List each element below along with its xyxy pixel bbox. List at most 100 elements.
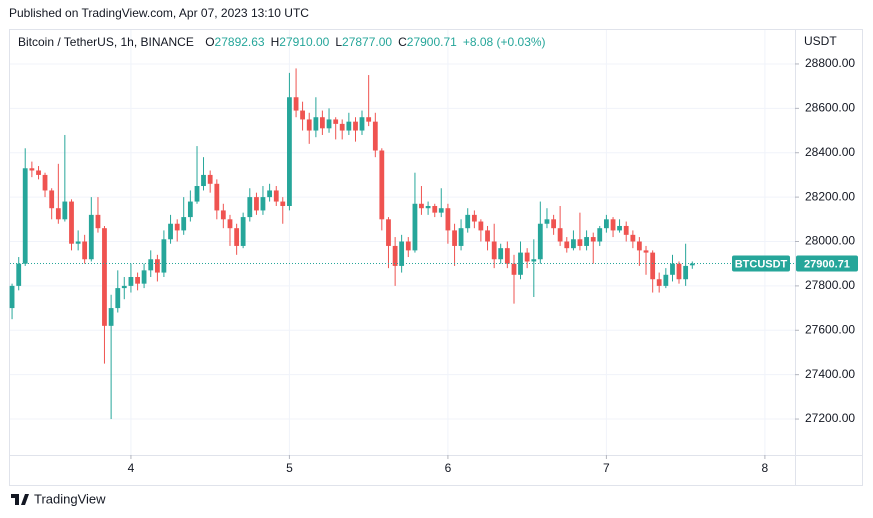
candle-body: [16, 263, 22, 286]
candle-body: [670, 263, 675, 275]
candle-body: [161, 239, 167, 273]
candle-body: [174, 223, 180, 231]
candle-body: [88, 214, 94, 260]
candle-body: [82, 241, 88, 260]
candle-body: [452, 230, 457, 246]
candle-body: [564, 241, 570, 249]
candle-body: [458, 228, 464, 246]
candle-body: [491, 241, 497, 260]
candle-body: [319, 117, 325, 129]
x-tick-label: 5: [286, 461, 293, 475]
candle-body: [590, 237, 596, 242]
candle-body: [128, 277, 134, 286]
candle-body: [141, 270, 147, 284]
y-tick-label: 27600.00: [805, 322, 855, 336]
candle-body: [9, 285, 15, 309]
y-tick-label: 27800.00: [805, 278, 855, 292]
candle-body: [306, 119, 312, 131]
candle-body: [260, 197, 266, 211]
candle-body: [168, 223, 173, 240]
candle-body: [247, 197, 253, 218]
candle-body: [465, 214, 471, 229]
candle-body: [571, 239, 576, 249]
candle-body: [636, 241, 642, 251]
candle-body: [386, 219, 391, 246]
candle-body: [504, 248, 510, 264]
candle-body: [485, 230, 490, 242]
logo-text: TradingView: [34, 491, 106, 506]
candle-body: [194, 186, 200, 202]
candle-body: [372, 121, 378, 151]
symbol-title: Bitcoin / TetherUS, 1h, BINANCE: [18, 35, 194, 49]
candle-body: [121, 285, 127, 289]
candle-body: [603, 219, 609, 229]
candle-body: [471, 214, 477, 222]
candle-body: [425, 205, 431, 209]
candle-body: [498, 248, 504, 260]
candle-body: [623, 225, 629, 235]
candle-body: [663, 274, 669, 286]
candle-body: [577, 239, 583, 246]
candle-body: [135, 277, 140, 284]
candle-body: [544, 219, 550, 224]
candle-body: [610, 219, 616, 231]
candle-body: [511, 263, 517, 275]
candle-body: [333, 119, 339, 124]
candle-body: [22, 168, 28, 264]
ohlc-key: O: [205, 35, 214, 49]
candle-body: [29, 168, 35, 171]
candle-body: [201, 174, 206, 187]
candle-body: [419, 203, 424, 209]
candle-body: [445, 208, 451, 231]
candle-body: [187, 201, 193, 218]
axis-unit: USDT: [804, 34, 837, 48]
candle-body: [597, 228, 603, 242]
candle-body: [36, 170, 41, 175]
candle-body: [689, 263, 695, 266]
candle-body: [584, 237, 589, 246]
candle-body: [293, 97, 299, 111]
candle-body: [339, 123, 345, 131]
candle-body: [359, 117, 365, 131]
y-tick-label: 28600.00: [805, 101, 855, 115]
candle-body: [62, 201, 68, 220]
candle-body: [531, 259, 537, 262]
candle-body: [154, 259, 160, 273]
candle-body: [181, 217, 187, 231]
candle-body: [49, 190, 55, 209]
candle-body: [240, 217, 246, 246]
y-tick-label: 28400.00: [805, 145, 855, 159]
candle-body: [524, 252, 530, 262]
change: +8.08 (+0.03%): [463, 35, 546, 49]
candle-body: [656, 279, 662, 286]
candle-body: [683, 265, 689, 280]
symbol-tag-bg: [732, 255, 790, 272]
candle-body: [405, 241, 411, 251]
ohlc-key: L: [335, 35, 342, 49]
candle-body: [399, 241, 405, 266]
candle-body: [438, 208, 444, 213]
footer-logo: TradingView: [11, 491, 106, 506]
y-tick-label: 28800.00: [805, 56, 855, 70]
x-tick-label: 6: [445, 461, 452, 475]
candle-body: [313, 117, 319, 131]
ohlc-value: 27910.00: [279, 35, 329, 49]
candle-body: [353, 121, 358, 131]
candle-body: [392, 245, 398, 266]
ohlc-key: C: [398, 35, 407, 49]
candle-body: [346, 121, 352, 131]
candle-body: [69, 201, 74, 244]
x-tick-label: 8: [762, 461, 769, 475]
candle-body: [273, 190, 279, 202]
candle-body: [300, 110, 305, 120]
candle-body: [412, 203, 418, 251]
ohlc-value: 27877.00: [342, 35, 392, 49]
candle-body: [95, 214, 101, 229]
candle-body: [287, 97, 292, 206]
candle-body: [214, 183, 220, 211]
candle-body: [267, 190, 273, 198]
candle-body: [42, 174, 48, 191]
candle-body: [108, 308, 114, 326]
